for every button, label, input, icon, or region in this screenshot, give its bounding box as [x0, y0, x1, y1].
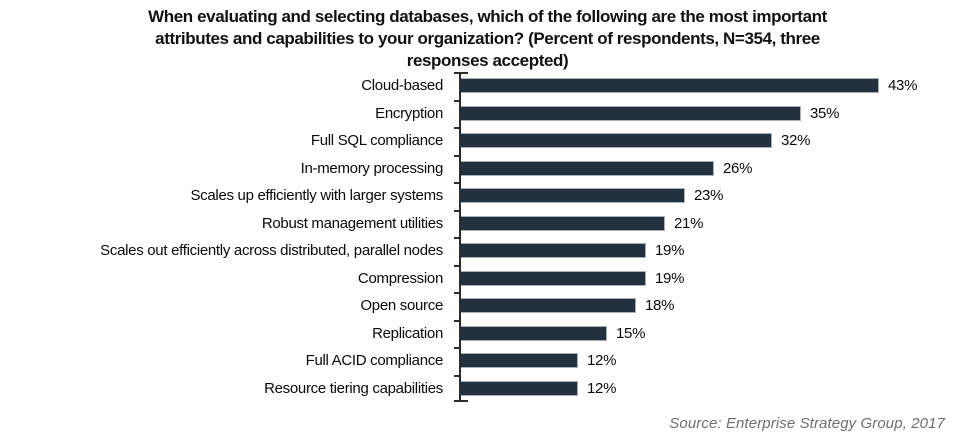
axis-tick — [454, 320, 459, 322]
axis-tick — [454, 237, 459, 239]
category-label: Scales up efficiently with larger system… — [190, 187, 443, 205]
value-label: 35% — [810, 104, 840, 122]
axis-tick — [454, 210, 459, 212]
bar-row: Full SQL compliance 32% — [0, 127, 975, 155]
axis-tick — [454, 127, 459, 129]
chart-title-line-3: responses accepted) — [406, 51, 569, 70]
bar-row: Encryption 35% — [0, 100, 975, 128]
bar-row: Scales out efficiently across distribute… — [0, 237, 975, 265]
axis-tick — [454, 347, 459, 349]
bar-row: Robust management utilities 21% — [0, 210, 975, 238]
bar — [461, 298, 636, 314]
value-label: 32% — [781, 132, 811, 150]
bar — [461, 105, 801, 121]
chart-title-line-2: attributes and capabilities to your orga… — [155, 29, 820, 48]
category-label: Full SQL compliance — [310, 132, 443, 150]
value-label: 43% — [888, 77, 918, 95]
source-credit: Source: Enterprise Strategy Group, 2017 — [669, 415, 945, 432]
value-label: 23% — [694, 187, 724, 205]
bar — [461, 78, 879, 94]
category-label: Compression — [357, 269, 443, 287]
bar-row: Open source 18% — [0, 292, 975, 320]
category-label: Scales out efficiently across distribute… — [100, 242, 443, 260]
category-label: Robust management utilities — [261, 214, 443, 232]
axis-tick — [454, 292, 459, 294]
bar — [461, 325, 607, 341]
category-label: Replication — [372, 324, 443, 342]
axis-tick — [454, 400, 468, 402]
plot-rows: Cloud-based 43% Encryption 35% Full SQL comp… — [0, 72, 975, 402]
category-label: Resource tiering capabilities — [264, 379, 443, 397]
bar-row: Cloud-based 43% — [0, 72, 975, 100]
axis-tick — [454, 100, 459, 102]
axis-tick — [454, 375, 459, 377]
value-label: 19% — [655, 269, 685, 287]
bar — [461, 160, 714, 176]
plot-area: Cloud-based 43% Encryption 35% Full SQL comp… — [0, 72, 975, 402]
chart-title: When evaluating and selecting databases,… — [0, 6, 975, 72]
bar — [461, 270, 646, 286]
bar-row: Full ACID compliance 12% — [0, 347, 975, 375]
category-label: Cloud-based — [361, 77, 443, 95]
value-label: 18% — [645, 297, 675, 315]
bar — [461, 243, 646, 259]
value-label: 15% — [616, 324, 646, 342]
bar-row: In-memory processing 26% — [0, 155, 975, 183]
bar — [461, 188, 685, 204]
axis-tick — [454, 265, 459, 267]
axis-tick — [454, 182, 459, 184]
value-label: 26% — [723, 159, 753, 177]
bar — [461, 215, 665, 231]
category-axis-line — [459, 72, 461, 402]
bar — [461, 133, 772, 149]
value-label: 21% — [674, 214, 704, 232]
axis-tick — [454, 72, 468, 74]
category-label: Open source — [360, 297, 443, 315]
category-label: Full ACID compliance — [305, 352, 444, 370]
bar-row: Compression 19% — [0, 265, 975, 293]
bar-row: Scales up efficiently with larger system… — [0, 182, 975, 210]
value-label: 12% — [587, 352, 617, 370]
value-label: 19% — [655, 242, 685, 260]
bar — [461, 380, 578, 396]
bar — [461, 353, 578, 369]
value-label: 12% — [587, 379, 617, 397]
chart-title-line-1: When evaluating and selecting databases,… — [148, 7, 827, 26]
bar-row: Replication 15% — [0, 320, 975, 348]
category-label: Encryption — [375, 104, 443, 122]
axis-tick — [454, 155, 459, 157]
category-label: In-memory processing — [300, 159, 444, 177]
bar-row: Resource tiering capabilities 12% — [0, 375, 975, 403]
